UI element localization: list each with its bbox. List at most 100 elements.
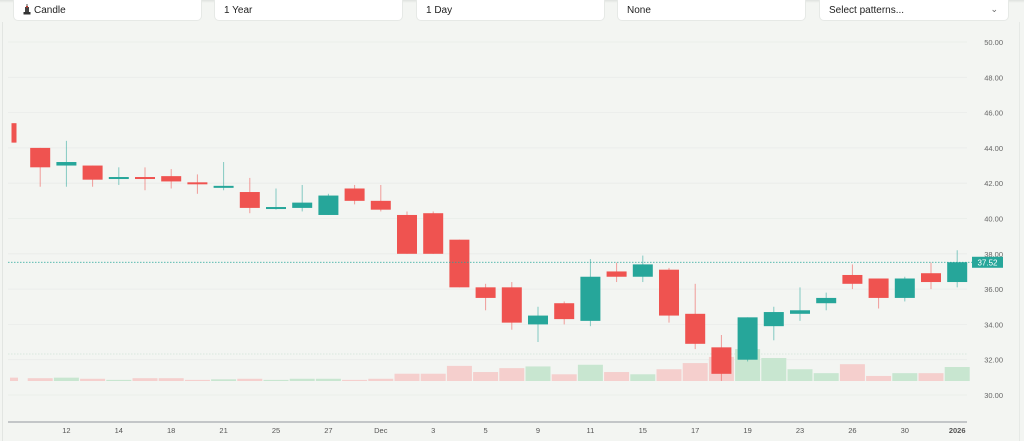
patterns-select[interactable]: Select patterns... ⌄ [819, 0, 1009, 21]
price-tick-label: 32.00 [984, 356, 1003, 365]
indicator-select[interactable]: None [617, 0, 806, 21]
candle[interactable] [11, 123, 17, 143]
volume-bar [27, 378, 53, 381]
candle-body [790, 310, 810, 314]
interval-label: 1 Day [426, 5, 453, 16]
time-tick-label: 19 [743, 426, 751, 435]
candle[interactable] [737, 317, 758, 362]
volume-bar [577, 364, 603, 381]
candle[interactable] [475, 283, 496, 311]
price-tick-label: 44.00 [984, 144, 1003, 153]
candle-body [921, 273, 941, 283]
candle[interactable] [685, 283, 706, 350]
chart-toolbar: Candle 1 Year 1 Day None Select patterns… [0, 0, 1024, 24]
range-label: 1 Year [224, 5, 253, 16]
candle-body [423, 213, 444, 254]
volume-bar [132, 378, 158, 381]
candle[interactable] [423, 211, 444, 254]
candle-body [213, 185, 234, 188]
volume-bars [10, 349, 970, 381]
candle[interactable] [449, 239, 470, 288]
grid-lines [8, 41, 967, 396]
candle-body [266, 207, 286, 210]
volume-bar [604, 372, 630, 381]
candle[interactable] [921, 262, 941, 290]
chart-type-label: Candle [34, 5, 66, 16]
candle[interactable] [161, 169, 182, 189]
volume-bar [53, 377, 79, 381]
candle[interactable] [711, 334, 732, 381]
candle-body [842, 274, 863, 284]
indicator-label: None [627, 5, 651, 16]
candle[interactable] [632, 255, 653, 283]
candle[interactable] [370, 184, 391, 212]
candle[interactable] [82, 165, 103, 187]
candle[interactable] [318, 193, 339, 215]
volume-bar [394, 373, 420, 381]
candle-body [737, 317, 758, 360]
candle-body [161, 176, 182, 182]
volume-bar [368, 378, 394, 381]
candle[interactable] [528, 306, 548, 343]
candle[interactable] [554, 301, 575, 325]
chevron-down-icon: ⌄ [990, 4, 998, 14]
candle[interactable] [868, 278, 889, 309]
candle-body [580, 276, 601, 321]
candle[interactable] [947, 250, 968, 288]
price-tick-label: 42.00 [984, 179, 1003, 188]
candle[interactable] [606, 262, 627, 283]
candle[interactable] [213, 162, 234, 191]
volume-bar [263, 379, 289, 381]
candle[interactable] [580, 259, 601, 327]
chart-type-select[interactable]: Candle [13, 0, 202, 21]
time-tick-label: 14 [115, 426, 123, 435]
candle[interactable] [763, 306, 784, 341]
price-tick-label: 36.00 [984, 285, 1003, 294]
price-tick-label: 50.00 [984, 38, 1003, 47]
volume-bar [944, 367, 970, 381]
candle-body [82, 165, 103, 180]
volume-bar [184, 379, 210, 381]
patterns-placeholder: Select patterns... [829, 5, 905, 16]
candle[interactable] [790, 287, 810, 321]
candle[interactable] [239, 177, 260, 214]
range-select[interactable]: 1 Year [214, 0, 403, 21]
volume-bar [892, 373, 918, 381]
candles [11, 123, 968, 381]
time-tick-label: 17 [691, 426, 699, 435]
candle[interactable] [659, 267, 679, 323]
candle[interactable] [501, 282, 522, 330]
candle[interactable] [135, 167, 155, 191]
candle[interactable] [816, 292, 837, 311]
price-axis[interactable]: 50.00 48.00 46.00 44.00 42.00 40.00 38.00 36.00… [984, 38, 1003, 400]
volume-bar [499, 368, 525, 381]
volume-bar [106, 379, 132, 381]
candle[interactable] [397, 211, 417, 254]
volume-bar [80, 378, 106, 381]
interval-select[interactable]: 1 Day [416, 0, 605, 21]
time-tick-label: 27 [324, 426, 332, 435]
candle-body [475, 287, 496, 298]
candle[interactable] [842, 264, 863, 290]
candle[interactable] [266, 188, 286, 210]
candle[interactable] [30, 147, 51, 187]
candle-body [30, 147, 51, 168]
candle[interactable] [894, 276, 915, 302]
price-tick-label: 40.00 [984, 215, 1003, 224]
volume-bar [787, 369, 813, 381]
candle-body [108, 177, 129, 180]
candle-icon [23, 4, 31, 15]
candle[interactable] [187, 174, 208, 194]
volume-bar [682, 363, 708, 381]
time-tick-label: Dec [374, 426, 388, 435]
candle[interactable] [292, 184, 313, 212]
time-tick-label: 15 [639, 426, 647, 435]
candle[interactable] [344, 184, 365, 205]
candle[interactable] [108, 167, 129, 185]
time-tick-label: 30 [901, 426, 909, 435]
candle[interactable] [56, 140, 77, 187]
candle-body [239, 192, 260, 208]
volume-bar [342, 379, 368, 381]
time-axis[interactable]: 12 14 18 21 25 27 Dec 3 5 9 11 15 17 19 23 26 30 2026 [62, 426, 965, 435]
